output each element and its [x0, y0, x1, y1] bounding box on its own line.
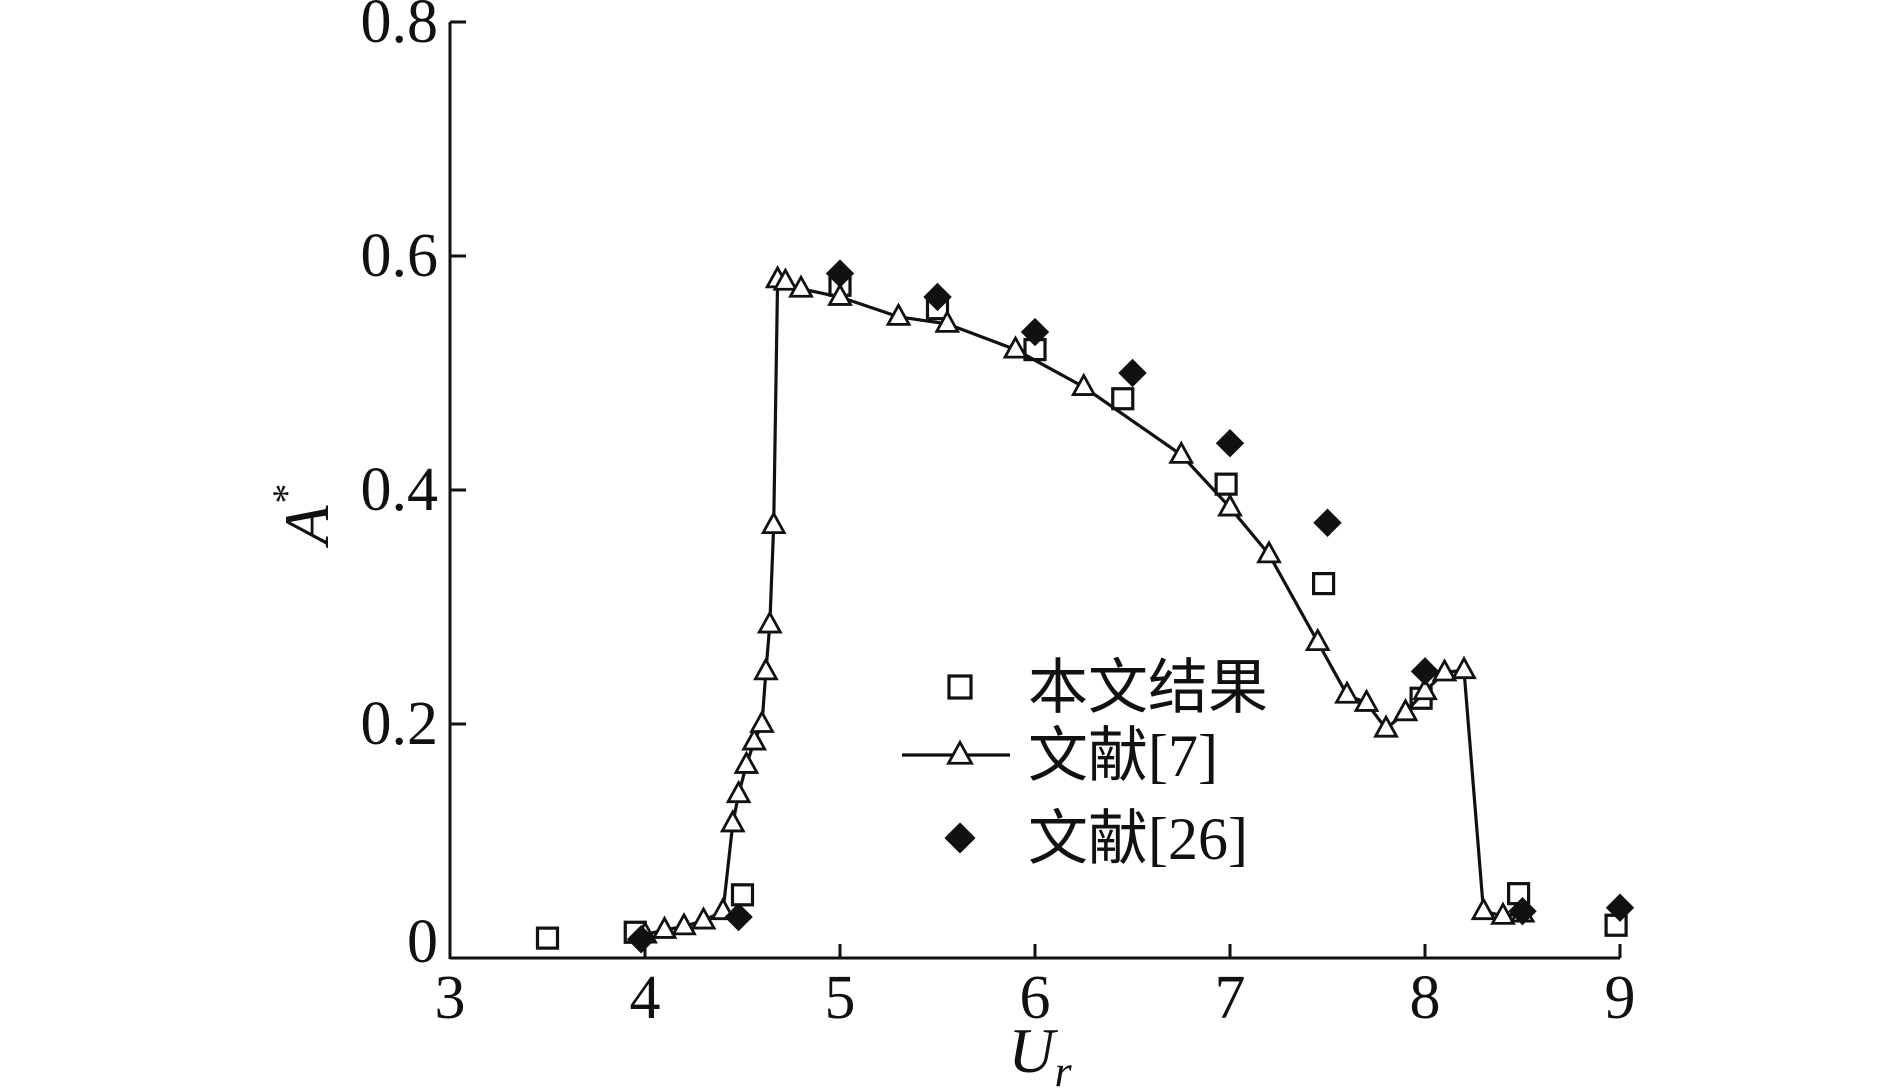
y-tick-label: 0.6: [361, 222, 439, 290]
x-tick-label: 3: [435, 964, 466, 1032]
data-point: [1311, 571, 1336, 596]
x-axis-title: Ur: [1008, 1015, 1072, 1089]
legend-item: 文献[26]: [944, 806, 1248, 872]
data-point: [1410, 657, 1440, 686]
data-point: [1605, 893, 1635, 922]
y-tick-label: 0: [407, 908, 438, 976]
legend-marker: [946, 739, 974, 765]
axis-titles: Ur A*: [264, 485, 1073, 1089]
data-point: [724, 902, 753, 932]
y-axis-title-main: A: [271, 505, 342, 549]
data-point: [788, 274, 814, 298]
data-point: [934, 309, 961, 333]
data-point: [1020, 317, 1050, 347]
y-tick-label: 0.2: [361, 690, 439, 758]
data-point: [1214, 472, 1238, 496]
data-point: [885, 302, 912, 326]
data-point: [1215, 428, 1245, 458]
data-point: [1313, 508, 1342, 537]
data-point: [725, 779, 752, 804]
legend-label: 本文结果: [1028, 655, 1268, 721]
data-point: [733, 750, 760, 774]
x-tick-label: 7: [1215, 964, 1246, 1032]
y-tick-label: 0.4: [361, 456, 439, 524]
data-point: [1490, 901, 1516, 925]
x-tick-label: 4: [630, 964, 661, 1032]
data-point: [827, 282, 853, 306]
y-axis-title: A*: [264, 485, 342, 548]
data-point: [1304, 627, 1331, 651]
data-point: [1451, 655, 1477, 680]
data-point: [923, 282, 952, 312]
x-axis-title-main: U: [1008, 1015, 1058, 1086]
data-point: [1334, 680, 1360, 704]
data-point: [1431, 658, 1458, 682]
data-point: [756, 610, 783, 634]
x-tick-label: 9: [1605, 964, 1636, 1032]
data-point: [690, 906, 717, 930]
data-point: [1470, 896, 1497, 921]
data-point: [1002, 335, 1029, 359]
data-point: [1217, 493, 1243, 517]
data-point: [1392, 697, 1419, 722]
data-point: [753, 656, 779, 681]
data-point: [1373, 714, 1399, 738]
legend-label: 文献[26]: [1028, 806, 1248, 872]
data-point: [626, 925, 656, 954]
data-point: [825, 259, 855, 288]
data-point: [719, 809, 746, 833]
data-point: [1412, 676, 1438, 701]
data-point: [535, 926, 560, 950]
legend-marker: [944, 822, 976, 854]
y-tick-label: 0.8: [361, 0, 439, 56]
data-point: [1353, 688, 1380, 712]
data-point: [1111, 387, 1135, 411]
x-tick-label: 5: [825, 964, 856, 1032]
data-point: [651, 915, 678, 939]
data-point: [741, 727, 768, 751]
data-point: [730, 883, 755, 907]
plot-area: [535, 259, 1635, 954]
data-point: [760, 510, 787, 534]
data-point: [1256, 539, 1282, 564]
data-point: [1168, 440, 1195, 464]
legend-item: 本文结果: [947, 655, 1268, 721]
data-point: [1118, 358, 1147, 388]
data-point: [671, 912, 697, 936]
legend-label: 文献[7]: [1028, 723, 1218, 789]
legend-marker: [947, 674, 973, 700]
x-axis-title-sub: r: [1055, 1047, 1073, 1089]
y-axis-title-sup: *: [264, 485, 309, 505]
x-tick-label: 6: [1020, 964, 1051, 1032]
data-point: [1508, 896, 1537, 926]
ticks: 3 4 5 6 7 8 9 0 0.2 0.4 0.6 0.8: [361, 0, 1636, 1032]
x-tick-label: 8: [1410, 964, 1441, 1032]
data-point: [1070, 372, 1097, 396]
series-2: [626, 259, 1635, 954]
data-point: [772, 267, 799, 291]
data-point: [749, 709, 775, 733]
legend-item: 文献[7]: [902, 723, 1218, 789]
